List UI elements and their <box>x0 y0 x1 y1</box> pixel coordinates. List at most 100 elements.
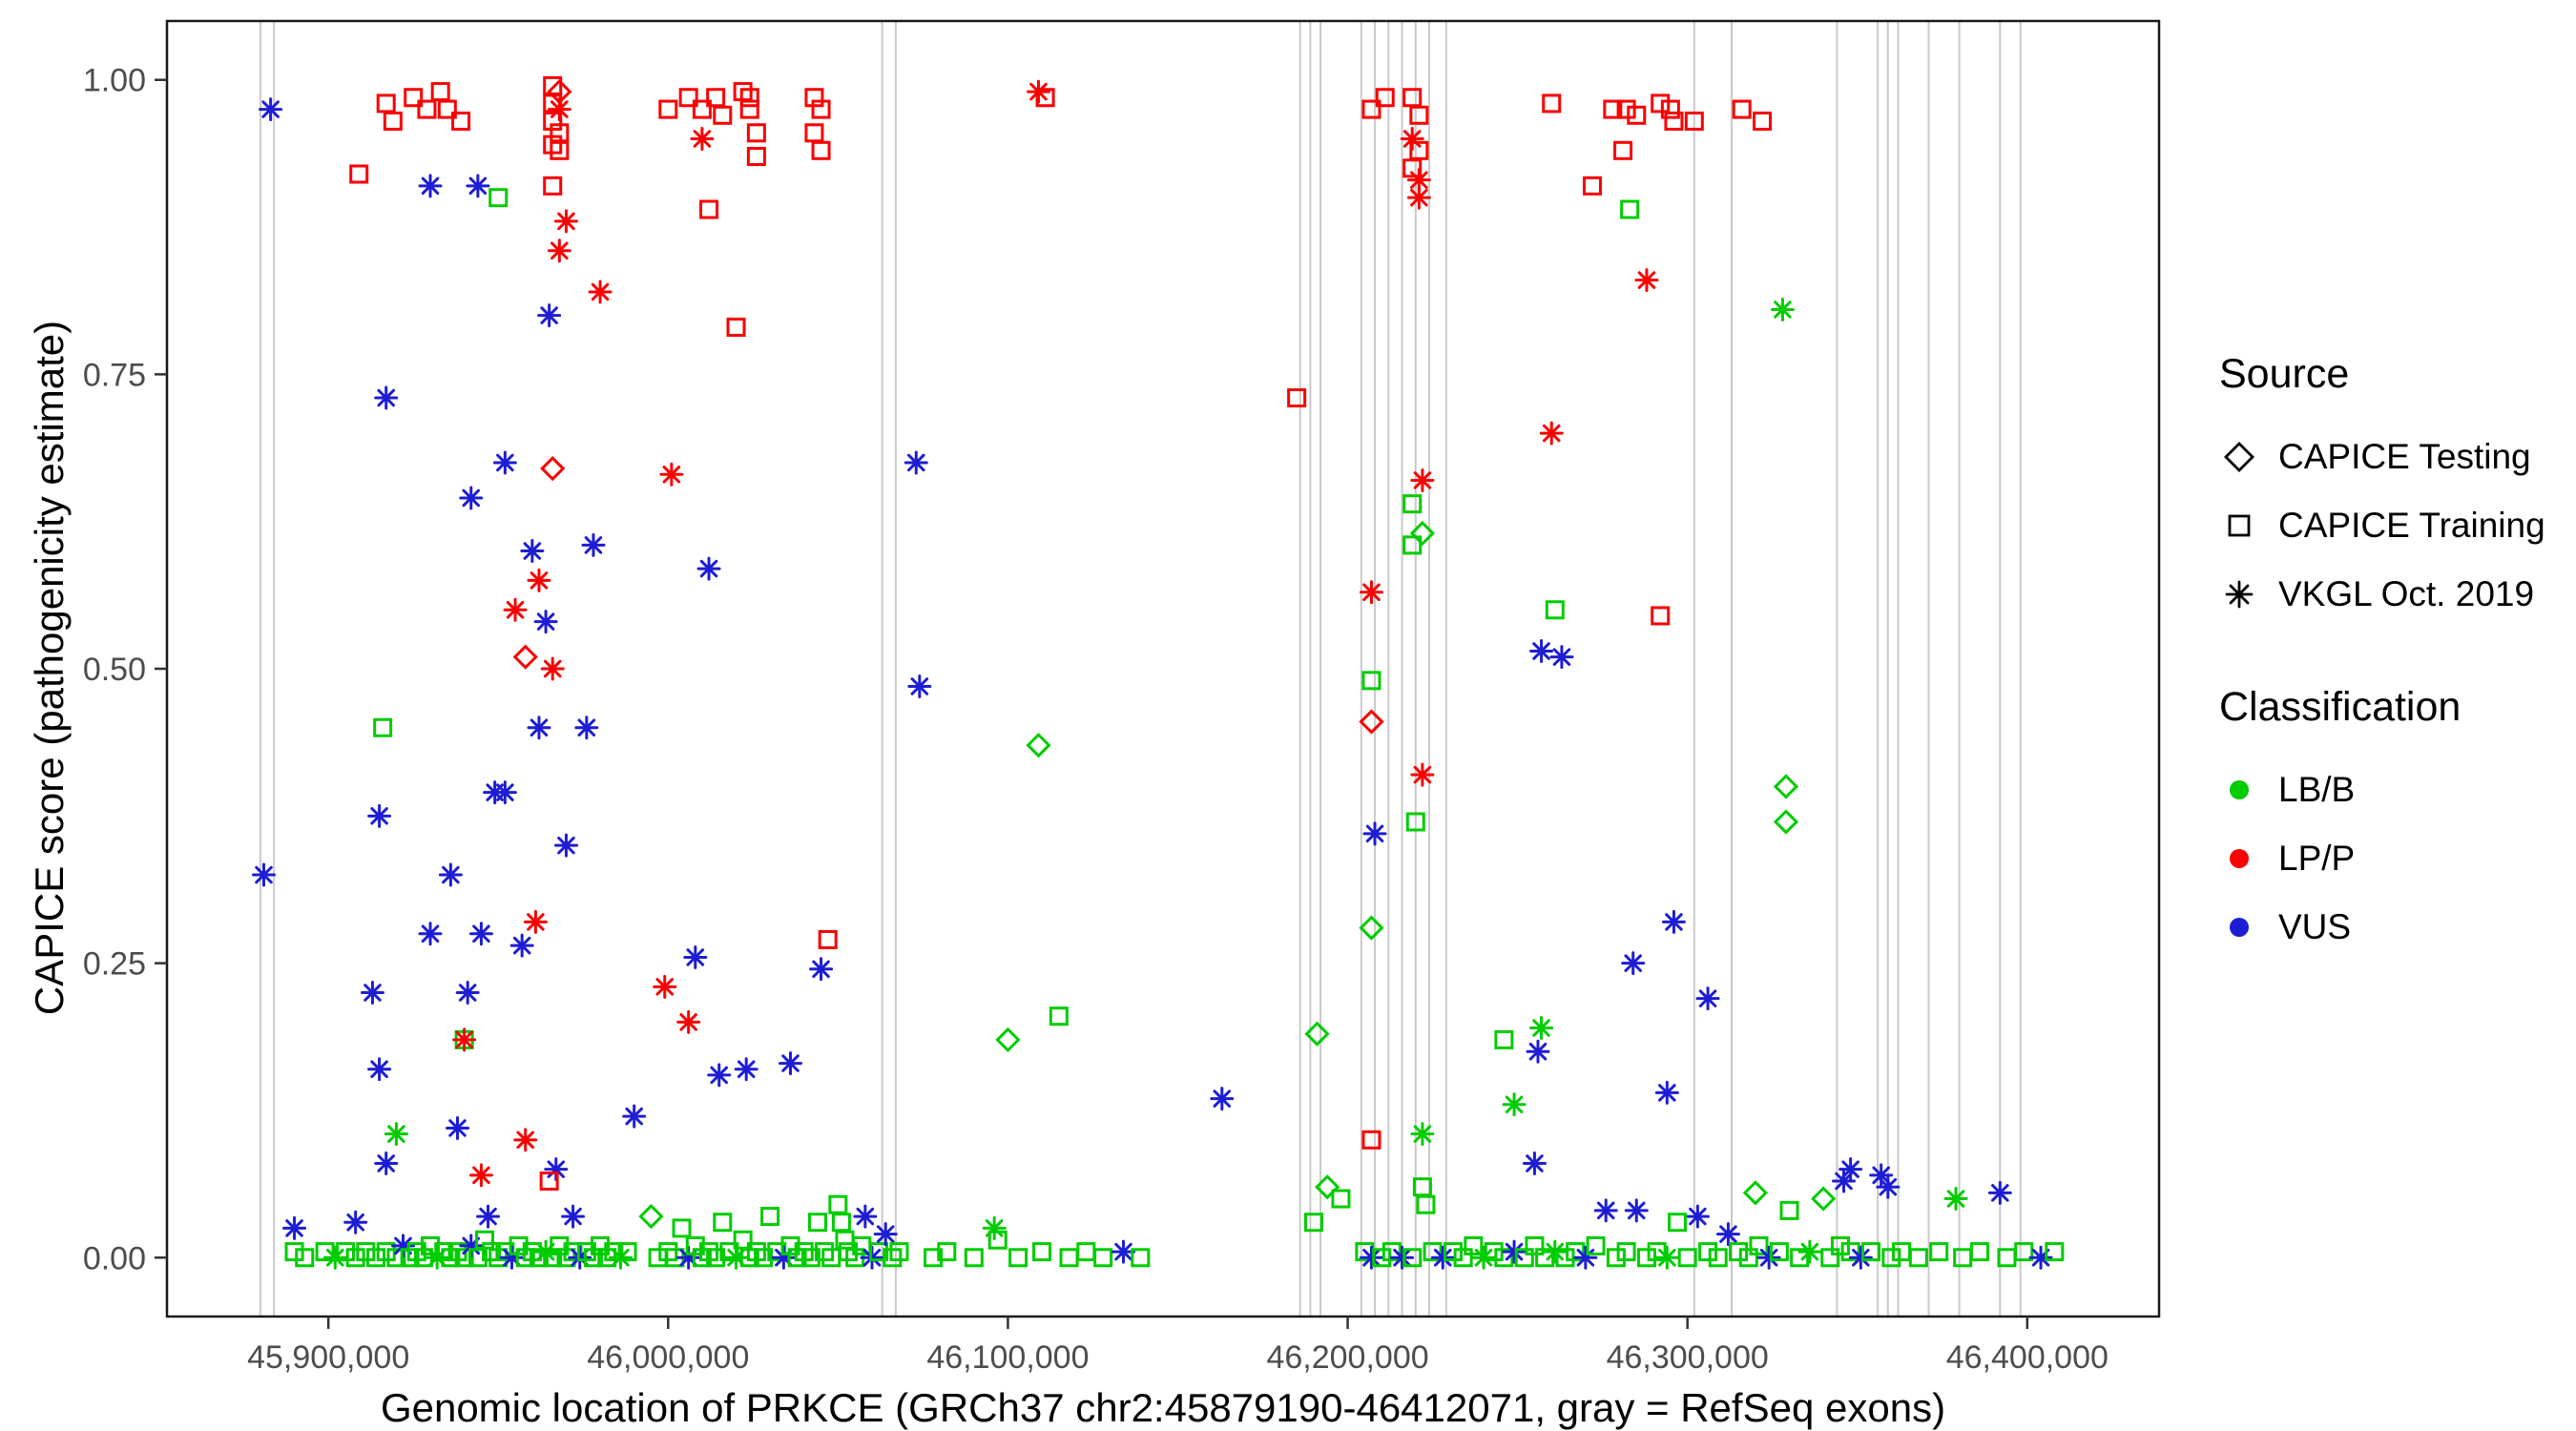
data-point <box>1684 111 1704 131</box>
data-point <box>1535 1248 1555 1268</box>
data-point <box>1636 1248 1656 1268</box>
data-point <box>374 1151 399 1176</box>
data-point <box>315 1242 335 1262</box>
data-point <box>1651 93 1671 114</box>
data-point <box>1797 1239 1822 1264</box>
data-point <box>509 933 534 958</box>
data-point <box>1529 638 1554 663</box>
x-tick-label: 46,400,000 <box>1946 1339 2109 1376</box>
data-point <box>1525 1235 1545 1255</box>
y-tick-label: 0.25 <box>83 946 146 983</box>
data-point <box>1405 812 1425 832</box>
data-point <box>754 1248 774 1268</box>
data-point <box>468 1163 493 1188</box>
data-point <box>1494 1029 1514 1049</box>
data-point <box>1881 1248 1901 1268</box>
x-tick-label: 46,200,000 <box>1266 1339 1428 1376</box>
data-point <box>1820 1248 1840 1268</box>
data-point <box>1573 1245 1598 1270</box>
data-point <box>1708 1248 1728 1268</box>
data-point <box>417 99 437 119</box>
data-point <box>520 539 545 564</box>
data-point <box>1790 1248 1810 1268</box>
data-point <box>1953 1248 1973 1268</box>
data-point <box>251 862 276 887</box>
data-point <box>987 1230 1008 1250</box>
data-point <box>1416 1194 1436 1214</box>
data-point <box>1749 1235 1769 1255</box>
data-point <box>561 1204 586 1229</box>
data-point <box>1287 388 1307 408</box>
y-axis-title: CAPICE score (pathogenicity estimate) <box>27 320 72 1016</box>
legend-item-label: LB/B <box>2278 770 2356 809</box>
data-point <box>547 238 571 263</box>
data-point <box>653 974 677 999</box>
data-point <box>335 1242 355 1262</box>
data-point <box>1410 762 1435 787</box>
data-point <box>488 188 509 208</box>
data-point <box>1664 111 1684 131</box>
data-point <box>1582 176 1602 196</box>
blue-circle-icon <box>2219 907 2259 947</box>
data-point <box>1210 1087 1235 1111</box>
data-point <box>869 1242 889 1262</box>
data-point <box>1453 1248 1473 1268</box>
data-point <box>1685 1204 1710 1229</box>
data-point <box>1471 1245 1496 1270</box>
data-point <box>1093 1248 1113 1268</box>
data-point <box>807 1213 827 1233</box>
data-point <box>638 1203 664 1230</box>
data-point <box>284 1242 304 1262</box>
data-point <box>1315 1174 1340 1200</box>
data-point <box>1770 297 1795 321</box>
data-point <box>828 1194 848 1214</box>
legend-item-lpp: LP/P <box>2219 824 2545 893</box>
data-point <box>1514 1248 1534 1268</box>
data-point <box>1840 1242 1860 1262</box>
data-point <box>1059 1248 1079 1268</box>
data-point <box>692 99 712 119</box>
data-point <box>1848 1245 1873 1270</box>
data-point <box>418 174 443 198</box>
data-point <box>467 1248 488 1268</box>
data-point <box>1443 1242 1463 1262</box>
data-point <box>818 929 838 949</box>
data-point <box>1715 1222 1740 1247</box>
data-point <box>1892 1242 1912 1262</box>
data-point <box>696 556 721 581</box>
y-tick-label: 0.75 <box>83 357 146 393</box>
data-point <box>437 99 457 119</box>
data-point <box>1627 105 1647 125</box>
data-point <box>1729 1242 1749 1262</box>
data-point <box>1464 1235 1484 1255</box>
data-point <box>452 1027 477 1052</box>
data-point <box>800 1248 821 1268</box>
data-point <box>1969 1242 1989 1262</box>
data-point <box>581 532 606 557</box>
data-point <box>1303 1213 1323 1233</box>
data-point <box>964 1248 984 1268</box>
data-point <box>1381 1242 1402 1262</box>
data-point <box>1026 733 1051 758</box>
data-point <box>1742 1180 1769 1206</box>
data-point <box>349 164 369 184</box>
data-point <box>421 1235 441 1255</box>
data-point <box>445 1115 469 1140</box>
data-point <box>259 97 283 122</box>
data-point <box>376 1242 396 1262</box>
data-point <box>1830 1235 1850 1255</box>
data-point <box>690 126 715 151</box>
data-point <box>1616 1242 1636 1262</box>
legend-item-label: CAPICE Testing <box>2278 437 2531 476</box>
data-point <box>1543 1239 1568 1264</box>
data-point <box>345 1248 365 1268</box>
data-point <box>924 1248 944 1268</box>
data-point <box>1620 199 1640 219</box>
data-point <box>533 610 558 634</box>
legend-classification-title: Classification <box>2219 684 2462 730</box>
data-point <box>1929 1242 1949 1262</box>
data-point <box>1032 1242 1052 1262</box>
data-point <box>1542 93 1562 114</box>
data-point <box>1606 1248 1626 1268</box>
